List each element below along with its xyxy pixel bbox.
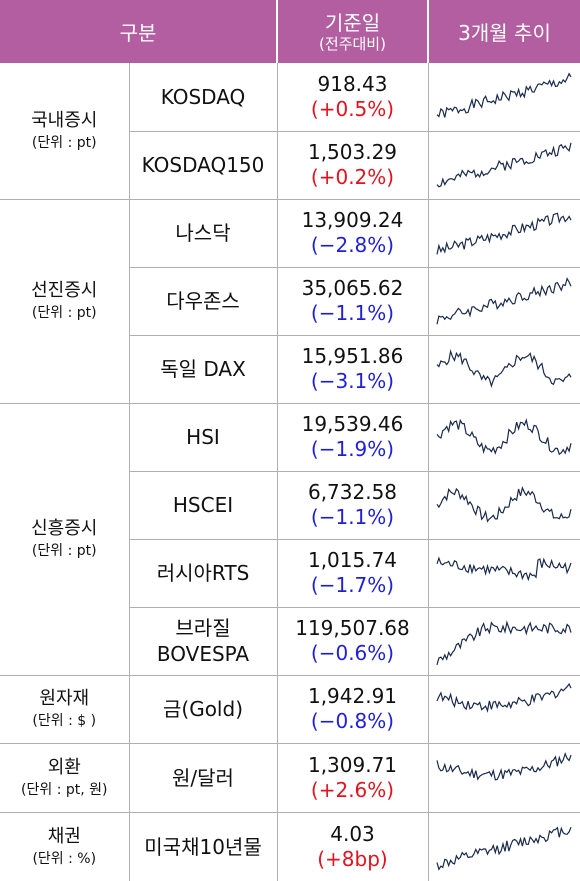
table-row: 채권 (단위 : %) 미국채10년물 4.03 (+8bp): [0, 811, 580, 881]
group-cell: 외환 (단위 : pt, 원): [0, 742, 129, 813]
group-cell: 신흥증시 (단위 : pt): [0, 402, 129, 676]
sparkline: [427, 606, 580, 675]
sparkline: [427, 402, 580, 471]
sparkline-path: [436, 418, 572, 456]
index-name: 독일 DAX: [128, 334, 277, 403]
index-name: 원/달러: [128, 742, 277, 812]
sparkline-path: [436, 682, 572, 713]
index-name: HSCEI: [128, 470, 277, 539]
sparkline: [427, 538, 580, 607]
sparkline: [427, 811, 580, 881]
value-cell: 1,309.71 (+2.6%): [276, 742, 428, 812]
sparkline-chart: [436, 751, 572, 781]
value-cell: 1,015.74 (−1.7%): [276, 538, 428, 607]
group-cell: 채권 (단위 : %): [0, 811, 129, 881]
sparkline: [427, 198, 580, 267]
value-cell: 1,942.91 (−0.8%): [276, 674, 428, 743]
index-name: HSI: [128, 402, 277, 471]
sparkline-path: [436, 751, 572, 781]
index-name: 나스닥: [128, 198, 277, 267]
table-row: 신흥증시 (단위 : pt) HSI 19,539.46 (−1.9%): [0, 402, 580, 676]
header-trend: 3개월 추이: [428, 0, 580, 63]
group-cell: 국내증시 (단위 : pt): [0, 63, 129, 200]
index-name: 러시아RTS: [128, 538, 277, 607]
sparkline-chart: [436, 682, 572, 713]
sparkline-chart: [436, 556, 572, 582]
sparkline-path: [436, 556, 572, 582]
table-row: 선진증시 (단위 : pt) 나스닥 13,909.24 (−2.8%): [0, 198, 580, 404]
table-row: 독일 DAX 15,951.86 (−3.1%): [0, 334, 580, 403]
index-name: 금(Gold): [128, 674, 277, 743]
sparkline-chart: [436, 72, 572, 118]
table-row: 국내증시 (단위 : pt) KOSDAQ 918.43 (+0.5%): [0, 63, 580, 200]
header-category: 구분: [0, 0, 278, 63]
index-name: 다우존스: [128, 266, 277, 335]
sparkline: [427, 470, 580, 539]
table-row: 브라질 BOVESPA 119,507.68 (−0.6%): [0, 606, 580, 675]
table-row: 다우존스 35,065.62 (−1.1%): [0, 266, 580, 335]
table-row: 원자재 (단위 : $ ) 금(Gold) 1,942.91 (−0.8%): [0, 674, 580, 744]
table-row: 외환 (단위 : pt, 원) 원/달러 1,309.71 (+2.6%): [0, 742, 580, 813]
value-cell: 19,539.46 (−1.9%): [276, 402, 428, 471]
sparkline: [427, 674, 580, 743]
sparkline-path: [436, 277, 572, 325]
table-row: 러시아RTS 1,015.74 (−1.7%): [0, 538, 580, 607]
sparkline: [427, 63, 580, 131]
index-name: 브라질 BOVESPA: [128, 606, 277, 675]
sparkline-path: [436, 826, 572, 871]
value-cell: 119,507.68 (−0.6%): [276, 606, 428, 675]
sparkline: [427, 266, 580, 335]
header-value: 기준일 (전주대비): [277, 0, 429, 63]
sparkline: [427, 742, 580, 812]
table-row: KOSDAQ150 1,503.29 (+0.2%): [0, 130, 580, 199]
value-cell: 15,951.86 (−3.1%): [276, 334, 428, 403]
table-row: HSCEI 6,732.58 (−1.1%): [0, 470, 580, 539]
sparkline-chart: [436, 348, 572, 389]
group-cell: 원자재 (단위 : $ ): [0, 674, 129, 744]
sparkline-chart: [436, 212, 572, 255]
value-cell: 35,065.62 (−1.1%): [276, 266, 428, 335]
sparkline-path: [436, 212, 572, 255]
group-cell: 선진증시 (단위 : pt): [0, 198, 129, 404]
sparkline-path: [436, 142, 572, 188]
index-name: KOSDAQ150: [128, 130, 277, 199]
sparkline-path: [436, 620, 572, 666]
value-cell: 13,909.24 (−2.8%): [276, 198, 428, 267]
sparkline-path: [436, 72, 572, 118]
value-cell: 4.03 (+8bp): [276, 811, 428, 881]
sparkline-chart: [436, 826, 572, 871]
value-cell: 918.43 (+0.5%): [276, 63, 428, 131]
sparkline: [427, 334, 580, 403]
sparkline-path: [436, 348, 572, 389]
sparkline-chart: [436, 486, 572, 523]
sparkline-chart: [436, 142, 572, 188]
value-cell: 1,503.29 (+0.2%): [276, 130, 428, 199]
sparkline-chart: [436, 418, 572, 456]
sparkline-chart: [436, 620, 572, 666]
sparkline-chart: [436, 277, 572, 325]
index-name: KOSDAQ: [128, 63, 277, 131]
value-cell: 6,732.58 (−1.1%): [276, 470, 428, 539]
index-name: 미국채10년물: [128, 811, 277, 881]
sparkline: [427, 130, 580, 199]
sparkline-path: [436, 486, 572, 523]
header-row: 구분 기준일 (전주대비) 3개월 추이: [0, 0, 580, 63]
